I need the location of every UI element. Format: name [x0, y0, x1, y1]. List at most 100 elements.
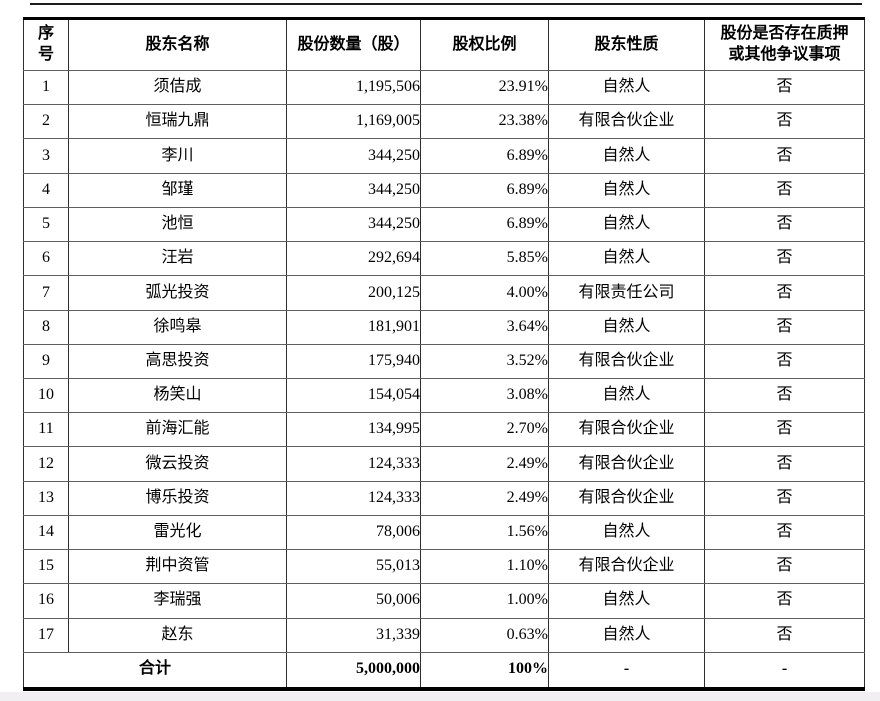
cell-pledge: 否: [704, 343, 865, 379]
cell-ratio: 4.00%: [420, 275, 549, 311]
cell-name: 弧光投资: [68, 275, 287, 311]
cell-no: 6: [23, 241, 69, 277]
cell-no: 2: [23, 104, 69, 140]
column-header-pledge: 股份是否存在质押 或其他争议事项: [704, 18, 865, 71]
table-row: 12 微云投资 124,333 2.49% 有限合伙企业否: [23, 446, 865, 482]
cell-name: 须佶成: [68, 69, 287, 106]
cell-pledge: 否: [704, 514, 865, 551]
cell-shares: 31,339: [286, 617, 421, 653]
table-header-row: 序 号股东名称 股份数量（股） 股权比例 股东性质 股份是否存在质押 或其他争议事项: [23, 18, 865, 71]
shareholder-table: 序 号股东名称 股份数量（股） 股权比例 股东性质 股份是否存在质押 或其他争议事项 1…: [23, 17, 865, 691]
cell-name: 徐鸣皋: [68, 309, 287, 345]
cell-nature: 有限责任公司: [548, 275, 705, 311]
cell-pledge: 否: [704, 412, 865, 448]
column-header-shares: 股份数量（股）: [286, 18, 421, 71]
cell-nature: 自然人: [548, 309, 705, 345]
cell-name: 博乐投资: [68, 480, 287, 516]
cell-ratio: 2.70%: [420, 412, 549, 448]
table-row: 9 高思投资 175,940 3.52% 有限合伙企业否: [23, 343, 865, 379]
total-cell-shares: 5,000,000: [286, 651, 421, 690]
cell-shares: 1,169,005: [286, 104, 421, 140]
cell-nature: 自然人: [548, 138, 705, 174]
cell-no: 4: [23, 172, 69, 208]
cell-ratio: 6.89%: [420, 172, 549, 208]
cell-pledge: 否: [704, 446, 865, 482]
table-row: 17 赵东 31,339 0.63% 自然人否: [23, 617, 865, 653]
cell-no: 10: [23, 377, 69, 414]
cell-shares: 124,333: [286, 480, 421, 516]
cell-ratio: 3.64%: [420, 309, 549, 345]
cell-shares: 55,013: [286, 549, 421, 585]
top-horizontal-rule: [30, 3, 862, 5]
cell-nature: 自然人: [548, 377, 705, 414]
cell-nature: 有限合伙企业: [548, 446, 705, 482]
cell-nature: 有限合伙企业: [548, 412, 705, 448]
table-row: 8 徐鸣皋 181,901 3.64% 自然人否: [23, 309, 865, 345]
column-header-ratio: 股权比例: [420, 18, 549, 71]
table-total-row: 合计 5,000,000 100% - -: [23, 651, 865, 690]
cell-nature: 自然人: [548, 69, 705, 106]
cell-no: 3: [23, 138, 69, 174]
cell-shares: 134,995: [286, 412, 421, 448]
cell-pledge: 否: [704, 69, 865, 106]
cell-nature: 有限合伙企业: [548, 480, 705, 516]
cell-nature: 自然人: [548, 241, 705, 277]
cell-name: 赵东: [68, 617, 287, 653]
cell-pledge: 否: [704, 377, 865, 414]
cell-shares: 292,694: [286, 241, 421, 277]
cell-shares: 344,250: [286, 172, 421, 208]
cell-pledge: 否: [704, 309, 865, 345]
cell-name: 荆中资管: [68, 549, 287, 585]
cell-nature: 自然人: [548, 514, 705, 551]
column-header-no: 序 号: [23, 18, 69, 71]
cell-name: 杨笑山: [68, 377, 287, 414]
cell-pledge: 否: [704, 549, 865, 585]
cell-shares: 344,250: [286, 138, 421, 174]
table-row: 11 前海汇能 134,995 2.70% 有限合伙企业否: [23, 412, 865, 448]
cell-nature: 自然人: [548, 206, 705, 243]
cell-pledge: 否: [704, 104, 865, 140]
table-row: 10 杨笑山 154,054 3.08% 自然人否: [23, 377, 865, 414]
column-header-nature: 股东性质: [548, 18, 705, 71]
total-cell-ratio: 100%: [420, 651, 549, 690]
cell-name: 汪岩: [68, 241, 287, 277]
cell-no: 1: [23, 69, 69, 106]
table-row: 2 恒瑞九鼎 1,169,005 23.38% 有限合伙企业否: [23, 104, 865, 140]
cell-name: 李川: [68, 138, 287, 174]
cell-no: 15: [23, 549, 69, 585]
cell-shares: 344,250: [286, 206, 421, 243]
cell-nature: 自然人: [548, 617, 705, 653]
cell-no: 13: [23, 480, 69, 516]
cell-name: 邹瑾: [68, 172, 287, 208]
cell-no: 7: [23, 275, 69, 311]
cell-nature: 自然人: [548, 172, 705, 208]
table-row: 4 邹瑾 344,250 6.89% 自然人否: [23, 172, 865, 208]
cell-name: 微云投资: [68, 446, 287, 482]
table-row: 5 池恒 344,250 6.89% 自然人否: [23, 206, 865, 243]
cell-name: 前海汇能: [68, 412, 287, 448]
cell-shares: 50,006: [286, 583, 421, 619]
cell-ratio: 0.63%: [420, 617, 549, 653]
cell-shares: 124,333: [286, 446, 421, 482]
cell-pledge: 否: [704, 617, 865, 653]
cell-no: 11: [23, 412, 69, 448]
cell-shares: 78,006: [286, 514, 421, 551]
cell-pledge: 否: [704, 480, 865, 516]
cell-name: 李瑞强: [68, 583, 287, 619]
cell-shares: 175,940: [286, 343, 421, 379]
cell-name: 雷光化: [68, 514, 287, 551]
cell-ratio: 6.89%: [420, 138, 549, 174]
table-row: 14 雷光化 78,006 1.56% 自然人否: [23, 514, 865, 551]
cell-no: 16: [23, 583, 69, 619]
cell-ratio: 23.91%: [420, 69, 549, 106]
column-header-name: 股东名称: [68, 18, 287, 71]
cell-nature: 有限合伙企业: [548, 343, 705, 379]
cell-no: 9: [23, 343, 69, 379]
cell-shares: 1,195,506: [286, 69, 421, 106]
cell-pledge: 否: [704, 583, 865, 619]
table-row: 13 博乐投资 124,333 2.49% 有限合伙企业否: [23, 480, 865, 516]
table-row: 1 须佶成 1,195,506 23.91% 自然人否: [23, 69, 865, 106]
cell-nature: 有限合伙企业: [548, 104, 705, 140]
bottom-strip: [0, 692, 880, 701]
total-cell-pledge: -: [704, 651, 865, 690]
